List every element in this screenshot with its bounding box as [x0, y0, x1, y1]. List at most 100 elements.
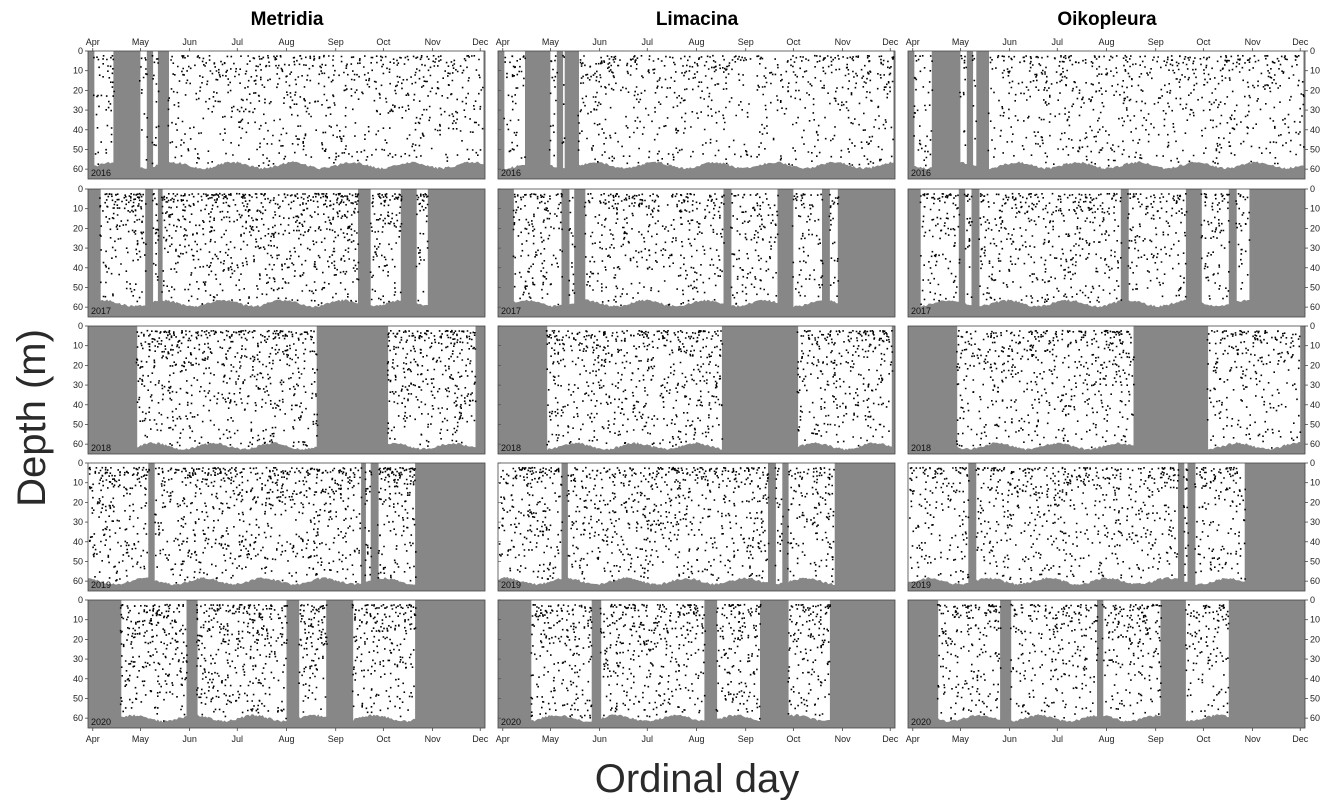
y-tick-label: 40 — [1310, 125, 1320, 135]
y-tick-label: 0 — [1310, 458, 1315, 468]
sampled-region — [531, 600, 592, 722]
x-tick-label: May — [132, 37, 150, 47]
y-tick-label: 20 — [73, 360, 83, 370]
x-tick-label: Sep — [1148, 37, 1164, 47]
y-tick-label: 40 — [73, 674, 83, 684]
sampled-region — [365, 463, 371, 582]
panel-limacina-2020: 2020 Apr May Jun Jul Aug Sep Oct Nov Dec — [496, 599, 899, 744]
y-tick-label: 50 — [1310, 144, 1320, 154]
y-tick-label: 60 — [1310, 164, 1320, 174]
panel-frame — [907, 188, 1306, 318]
y-tick-label: 40 — [73, 125, 83, 135]
year-label: 2019 — [91, 580, 111, 590]
y-tick-label: 10 — [1310, 341, 1320, 351]
panel-metridia-2020: 2020 0 10 20 30 40 50 60 Apr May Jun Jul Aug Sep Oct No… — [73, 595, 489, 744]
detection-points — [93, 54, 484, 167]
sampled-region — [914, 51, 932, 170]
y-tick-label: 50 — [73, 144, 83, 154]
sampled-region — [920, 189, 959, 307]
y-tick-label: 20 — [1310, 360, 1320, 370]
sampled-region — [94, 51, 114, 167]
x-tick-label: Aug — [688, 37, 704, 47]
sampled-region — [416, 189, 428, 306]
x-tick-label: Apr — [906, 37, 920, 47]
y-tick-label: 10 — [73, 478, 83, 488]
y-tick-label: 50 — [1310, 419, 1320, 429]
y-tick-label: 40 — [73, 537, 83, 547]
year-label: 2016 — [501, 168, 521, 178]
x-tick-label: Apr — [496, 734, 510, 744]
y-tick-label: 20 — [1310, 85, 1320, 95]
sampled-region — [153, 189, 158, 303]
y-tick-label: 0 — [1310, 184, 1315, 194]
x-tick-label: Jul — [232, 734, 244, 744]
panel-metridia-2017: 2017 0 10 20 30 40 50 60 — [73, 184, 486, 318]
panel-frame — [907, 462, 1306, 592]
sampled-region — [908, 463, 969, 585]
panel-oikopleura-2016: 2016 0 10 20 30 40 50 60 Apr May Jun Jul Aug Sep Oct No… — [906, 37, 1320, 180]
sampled-region — [829, 189, 838, 304]
sampled-region — [563, 51, 565, 169]
panel-oikopleura-2019: 2019 0 10 20 30 40 50 60 — [907, 458, 1320, 592]
sampled-region — [299, 600, 327, 719]
detection-points — [913, 54, 1305, 167]
x-tick-label: Sep — [328, 734, 344, 744]
column-title-oikopleura: Oikopleura — [1057, 9, 1157, 30]
sampled-region — [973, 51, 977, 166]
y-tick-label: 0 — [78, 184, 83, 194]
sampled-region — [1103, 600, 1161, 722]
sampled-region — [1128, 189, 1186, 308]
x-axis-label: Ordinal day — [595, 757, 800, 800]
y-tick-label: 30 — [1310, 380, 1320, 390]
detection-points — [88, 466, 417, 584]
x-tick-label: Nov — [425, 37, 442, 47]
panel-frame — [497, 325, 896, 455]
x-tick-label: Aug — [278, 734, 294, 744]
y-tick-label: 60 — [1310, 713, 1320, 723]
x-tick-label: Jun — [1002, 37, 1017, 47]
x-tick-label: May — [542, 37, 560, 47]
sampled-region — [154, 463, 362, 586]
x-tick-label: Apr — [496, 37, 510, 47]
panel-frame — [87, 188, 486, 318]
panel-frame — [497, 462, 896, 592]
y-tick-label: 50 — [73, 693, 83, 703]
y-tick-label: 30 — [1310, 243, 1320, 253]
y-tick-label: 50 — [73, 419, 83, 429]
y-tick-label: 0 — [1310, 595, 1315, 605]
sampled-region — [788, 600, 830, 721]
y-tick-label: 60 — [73, 576, 83, 586]
sampled-region — [979, 189, 1121, 308]
y-tick-label: 40 — [1310, 674, 1320, 684]
sampled-region — [378, 463, 416, 585]
year-label: 2017 — [911, 306, 931, 316]
sampled-region — [567, 463, 768, 585]
x-tick-label: Oct — [786, 37, 801, 47]
x-tick-label: Jun — [592, 734, 607, 744]
x-tick-label: Jul — [642, 734, 654, 744]
y-tick-label: 10 — [1310, 478, 1320, 488]
sampled-region — [793, 189, 822, 308]
x-tick-label: Dec — [1292, 37, 1309, 47]
y-tick-label: 0 — [78, 458, 83, 468]
x-tick-label: Dec — [1292, 734, 1309, 744]
x-tick-label: Apr — [86, 37, 100, 47]
panel-oikopleura-2020: 2020 0 10 20 30 40 50 60 Apr May Jun Jul Aug Sep Oct No… — [906, 595, 1320, 744]
y-tick-label: 60 — [73, 302, 83, 312]
panel-metridia-2018: 2018 0 10 20 30 40 50 60 — [73, 321, 486, 455]
y-tick-label: 50 — [73, 282, 83, 292]
y-tick-label: 30 — [1310, 654, 1320, 664]
y-tick-label: 60 — [1310, 576, 1320, 586]
x-tick-label: Aug — [688, 734, 704, 744]
year-label: 2017 — [91, 306, 111, 316]
x-tick-label: Sep — [328, 37, 344, 47]
y-tick-label: 20 — [1310, 634, 1320, 644]
panel-grid: 2016 0 10 20 30 40 50 60 Apr May Jun Jul Aug Sep Oct No… — [73, 37, 1320, 744]
panel-limacina-2018: 2018 — [497, 325, 896, 455]
y-tick-label: 60 — [1310, 439, 1320, 449]
sampled-region — [788, 463, 835, 585]
x-tick-label: May — [132, 734, 150, 744]
panel-metridia-2019: 2019 0 10 20 30 40 50 60 — [73, 458, 486, 592]
y-tick-label: 20 — [1310, 497, 1320, 507]
